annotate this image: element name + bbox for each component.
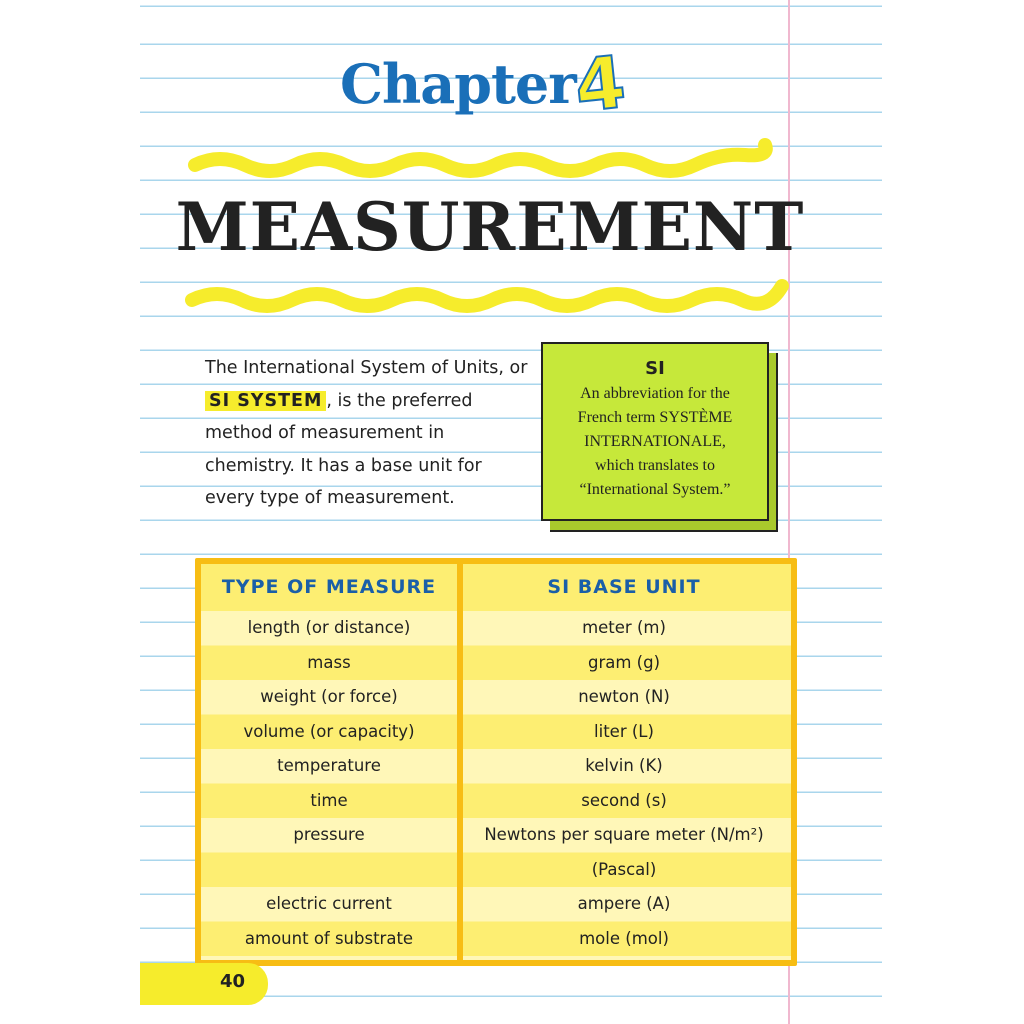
intro-text-continued: , is the preferred method of measurement… (205, 390, 482, 509)
column-divider (457, 558, 463, 960)
page-number: 40 (220, 971, 246, 992)
page-title: MEASUREMENT (175, 188, 805, 266)
table-cell-unit: meter (m) (582, 618, 666, 637)
box-heading: SI (645, 358, 665, 379)
column-header-unit: SI BASE UNIT (547, 576, 701, 598)
table-cell-measure: pressure (293, 825, 365, 844)
si-units-table: TYPE OF MEASURE SI BASE UNIT length (or … (195, 558, 797, 966)
squiggle-bottom (185, 279, 789, 313)
squiggle-decorations (185, 138, 789, 313)
box-line: INTERNATIONALE, (584, 433, 726, 450)
box-line: An abbreviation for the (580, 385, 730, 402)
intro-text: The International System of Units, or (205, 358, 528, 378)
box-line: “International System.” (579, 481, 731, 498)
box-line: which translates to (595, 457, 715, 474)
table-cell-unit: liter (L) (594, 721, 654, 741)
table-cell-unit: mole (mol) (579, 928, 669, 948)
table-cell-measure: electric current (266, 894, 392, 913)
table-cell-measure: temperature (277, 756, 381, 775)
table-cell-unit: gram (g) (587, 652, 661, 672)
table-cell-measure: amount of substrate (244, 928, 414, 948)
margin-line (788, 0, 790, 1024)
chapter-number: 4 (570, 39, 631, 130)
table-cell-measure: volume (or capacity) (243, 721, 415, 741)
squiggle-top (188, 138, 773, 178)
table-cell-unit: Newtons per square meter (N/m²) (Pascal) (484, 825, 764, 879)
table-cell-measure: mass (307, 652, 351, 672)
box-line: French term SYSTÈME (577, 409, 733, 426)
intro-paragraph: The International System of Units, or SI… (205, 352, 535, 515)
table-cell-unit: newton (N) (578, 687, 670, 706)
table-cell-unit: kelvin (K) (585, 756, 663, 775)
table-header-row (201, 564, 791, 611)
table-cell-unit: ampere (A) (577, 894, 671, 913)
page-number-tab: 40 (140, 963, 268, 1005)
table-cell-measure: weight (or force) (260, 687, 398, 706)
column-header-type: TYPE OF MEASURE (221, 576, 437, 598)
si-definition-box: SI An abbreviation for the French term S… (541, 342, 769, 521)
chapter-label: Chapter (340, 52, 577, 116)
highlighted-term: SI SYSTEM (205, 390, 327, 411)
table-cell-measure: time (310, 790, 348, 810)
table-cell-measure: length (or distance) (247, 618, 411, 637)
table-cell-unit: second (s) (581, 790, 667, 810)
